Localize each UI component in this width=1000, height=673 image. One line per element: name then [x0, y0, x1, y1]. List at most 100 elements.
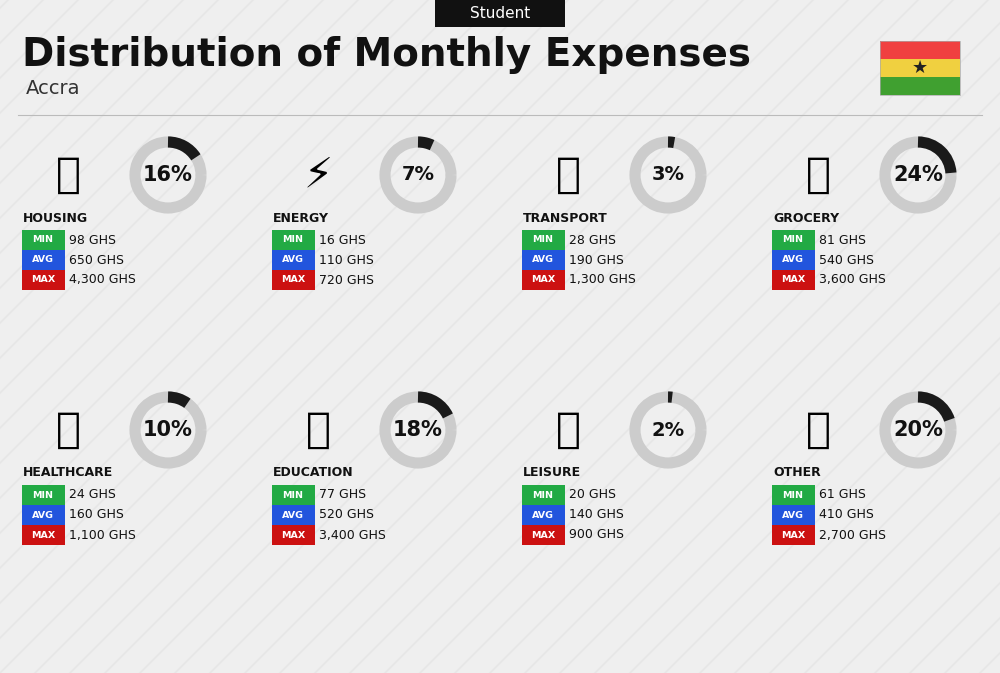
Text: AVG: AVG — [532, 511, 554, 520]
Text: 10%: 10% — [143, 420, 193, 440]
Bar — [880, 77, 960, 95]
FancyBboxPatch shape — [272, 230, 314, 250]
Text: MIN: MIN — [532, 236, 554, 244]
FancyBboxPatch shape — [272, 505, 314, 525]
Text: 3,600 GHS: 3,600 GHS — [819, 273, 886, 287]
Text: MIN: MIN — [782, 491, 804, 499]
Text: 20 GHS: 20 GHS — [569, 489, 616, 501]
Text: MIN: MIN — [32, 491, 54, 499]
Text: 24 GHS: 24 GHS — [69, 489, 116, 501]
Text: MIN: MIN — [283, 491, 304, 499]
Text: HOUSING: HOUSING — [23, 211, 88, 225]
FancyBboxPatch shape — [272, 485, 314, 505]
Text: 81 GHS: 81 GHS — [819, 234, 866, 246]
Text: 160 GHS: 160 GHS — [69, 509, 124, 522]
FancyBboxPatch shape — [772, 270, 814, 290]
Text: 3%: 3% — [652, 166, 684, 184]
FancyBboxPatch shape — [772, 505, 814, 525]
Text: 🚌: 🚌 — [556, 154, 580, 196]
Text: 🛍: 🛍 — [556, 409, 580, 451]
Text: AVG: AVG — [782, 511, 804, 520]
Text: Student: Student — [470, 5, 530, 20]
Text: AVG: AVG — [32, 256, 54, 264]
Text: AVG: AVG — [32, 511, 54, 520]
Text: AVG: AVG — [282, 511, 304, 520]
Text: ENERGY: ENERGY — [273, 211, 329, 225]
Text: 💰: 💰 — [806, 409, 830, 451]
Text: 🎓: 🎓 — [306, 409, 330, 451]
FancyBboxPatch shape — [772, 485, 814, 505]
FancyBboxPatch shape — [22, 525, 64, 545]
FancyBboxPatch shape — [22, 230, 64, 250]
Text: 16 GHS: 16 GHS — [319, 234, 366, 246]
FancyBboxPatch shape — [522, 525, 564, 545]
Text: AVG: AVG — [282, 256, 304, 264]
Text: 720 GHS: 720 GHS — [319, 273, 374, 287]
FancyBboxPatch shape — [772, 230, 814, 250]
Text: MIN: MIN — [782, 236, 804, 244]
Text: MIN: MIN — [283, 236, 304, 244]
FancyBboxPatch shape — [522, 250, 564, 270]
Text: 98 GHS: 98 GHS — [69, 234, 116, 246]
Text: 110 GHS: 110 GHS — [319, 254, 374, 267]
Text: MIN: MIN — [32, 236, 54, 244]
Text: 140 GHS: 140 GHS — [569, 509, 624, 522]
Text: 1,100 GHS: 1,100 GHS — [69, 528, 136, 542]
Text: 1,300 GHS: 1,300 GHS — [569, 273, 636, 287]
FancyBboxPatch shape — [272, 250, 314, 270]
Text: ★: ★ — [912, 59, 928, 77]
Text: 🏢: 🏢 — [56, 154, 80, 196]
Text: 4,300 GHS: 4,300 GHS — [69, 273, 136, 287]
Text: 61 GHS: 61 GHS — [819, 489, 866, 501]
Bar — [880, 59, 960, 77]
Text: MAX: MAX — [531, 530, 555, 540]
Text: AVG: AVG — [532, 256, 554, 264]
Text: MAX: MAX — [281, 275, 305, 285]
Text: MAX: MAX — [31, 275, 55, 285]
Bar — [880, 41, 960, 95]
Text: 🫀: 🫀 — [56, 409, 80, 451]
FancyBboxPatch shape — [435, 0, 565, 27]
Text: 3,400 GHS: 3,400 GHS — [319, 528, 386, 542]
Text: 410 GHS: 410 GHS — [819, 509, 874, 522]
FancyBboxPatch shape — [772, 525, 814, 545]
FancyBboxPatch shape — [772, 250, 814, 270]
Text: 18%: 18% — [393, 420, 443, 440]
Text: MAX: MAX — [281, 530, 305, 540]
Text: Accra: Accra — [26, 79, 80, 98]
Text: AVG: AVG — [782, 256, 804, 264]
Bar — [880, 41, 960, 59]
Text: OTHER: OTHER — [773, 466, 821, 479]
Text: HEALTHCARE: HEALTHCARE — [23, 466, 113, 479]
Text: MAX: MAX — [781, 530, 805, 540]
FancyBboxPatch shape — [522, 485, 564, 505]
Text: MAX: MAX — [531, 275, 555, 285]
FancyBboxPatch shape — [22, 270, 64, 290]
FancyBboxPatch shape — [22, 505, 64, 525]
Text: 190 GHS: 190 GHS — [569, 254, 624, 267]
Text: 16%: 16% — [143, 165, 193, 185]
FancyBboxPatch shape — [22, 250, 64, 270]
FancyBboxPatch shape — [272, 525, 314, 545]
Text: 🛒: 🛒 — [806, 154, 830, 196]
Text: 77 GHS: 77 GHS — [319, 489, 366, 501]
Text: 2%: 2% — [651, 421, 685, 439]
FancyBboxPatch shape — [522, 230, 564, 250]
Text: MAX: MAX — [781, 275, 805, 285]
Text: MIN: MIN — [532, 491, 554, 499]
Text: 520 GHS: 520 GHS — [319, 509, 374, 522]
Text: EDUCATION: EDUCATION — [273, 466, 354, 479]
FancyBboxPatch shape — [272, 270, 314, 290]
FancyBboxPatch shape — [522, 505, 564, 525]
Text: 7%: 7% — [402, 166, 434, 184]
Text: 24%: 24% — [893, 165, 943, 185]
Text: Distribution of Monthly Expenses: Distribution of Monthly Expenses — [22, 36, 751, 74]
Text: 900 GHS: 900 GHS — [569, 528, 624, 542]
Text: MAX: MAX — [31, 530, 55, 540]
Text: LEISURE: LEISURE — [523, 466, 581, 479]
Text: 2,700 GHS: 2,700 GHS — [819, 528, 886, 542]
Text: 540 GHS: 540 GHS — [819, 254, 874, 267]
Text: ⚡: ⚡ — [303, 154, 333, 196]
FancyBboxPatch shape — [522, 270, 564, 290]
Text: 20%: 20% — [893, 420, 943, 440]
